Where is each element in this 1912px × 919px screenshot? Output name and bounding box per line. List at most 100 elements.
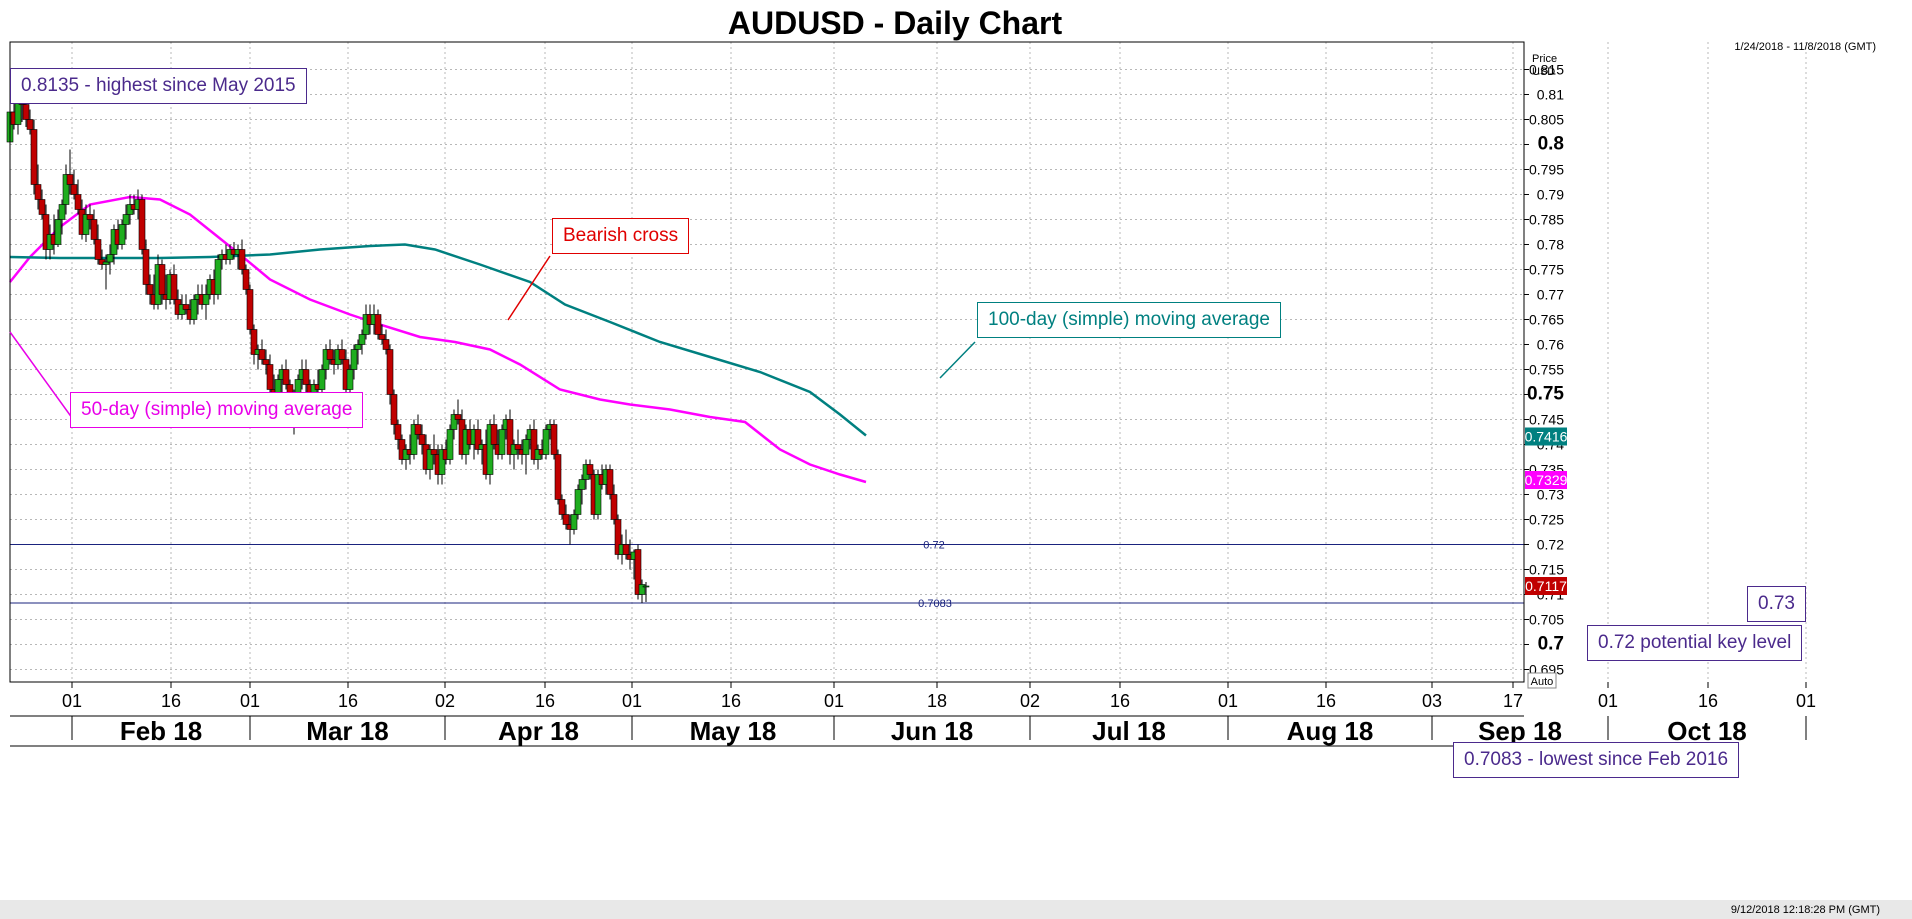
candle	[382, 329, 390, 355]
candle	[138, 194, 146, 255]
candle	[170, 264, 178, 305]
candle-body	[86, 214, 94, 220]
candle-body	[266, 364, 274, 390]
candle-body	[262, 359, 270, 365]
callout-leader	[939, 341, 976, 379]
candle	[610, 484, 618, 525]
candle-body	[506, 419, 514, 455]
candle-body	[182, 304, 190, 310]
y-tick-label: 0.805	[1529, 112, 1564, 128]
ma50-line	[9, 195, 867, 484]
plot-frame	[9, 41, 1525, 683]
candle	[378, 324, 386, 345]
candle-body	[454, 414, 462, 420]
candle-body	[214, 259, 222, 295]
candle-body	[326, 349, 334, 360]
candle-body	[354, 344, 362, 350]
annotation-ma100: 100-day (simple) moving average	[977, 302, 1281, 338]
y-tick-label: 0.715	[1529, 562, 1564, 578]
price-tag	[1525, 577, 1567, 595]
candle-body	[490, 424, 498, 445]
candle-body	[450, 414, 458, 430]
candle-body	[74, 194, 82, 210]
candle	[182, 294, 190, 315]
candle	[74, 179, 82, 215]
candle-body	[358, 334, 366, 345]
candle-body	[82, 214, 90, 235]
candle-body	[394, 424, 402, 440]
y-axis-title: USD	[1532, 66, 1555, 78]
candle	[282, 359, 290, 390]
footer-bar	[0, 900, 1912, 919]
x-tick-label: 01	[824, 691, 844, 711]
candle	[158, 259, 166, 305]
x-tick-label: 16	[161, 691, 181, 711]
candle	[190, 294, 198, 325]
candle	[642, 582, 650, 602]
candle	[558, 494, 566, 520]
month-label: Apr 18	[498, 716, 579, 746]
y-tick-label: 0.78	[1537, 237, 1564, 253]
candle-body	[638, 584, 646, 595]
candle-body	[146, 284, 154, 295]
candle	[262, 349, 270, 375]
candle	[554, 449, 562, 505]
candle-body	[554, 454, 562, 500]
candle	[66, 149, 74, 195]
candle-body	[142, 249, 150, 285]
candle	[514, 429, 522, 460]
candle-body	[414, 424, 422, 435]
candle	[302, 359, 310, 395]
candle-body	[614, 519, 622, 555]
candle-body	[418, 434, 426, 445]
candle-body	[390, 394, 398, 425]
candle-body	[318, 369, 326, 390]
candle	[354, 339, 362, 365]
footer-timestamp: 9/12/2018 12:18:28 PM (GMT)	[1731, 904, 1880, 916]
candle	[358, 329, 366, 355]
x-tick-label: 16	[721, 691, 741, 711]
candle-body	[378, 334, 386, 340]
y-tick-label: 0.765	[1529, 312, 1564, 328]
candle	[26, 109, 34, 135]
candle-body	[606, 469, 614, 495]
y-tick-label: 0.795	[1529, 162, 1564, 178]
x-tick-label: 02	[435, 691, 455, 711]
candle	[242, 264, 250, 295]
candle	[562, 504, 570, 530]
callout-leader	[507, 255, 551, 321]
candle-body	[26, 119, 34, 130]
x-tick-label: 16	[1316, 691, 1336, 711]
price-tag	[1525, 427, 1567, 446]
candle-body	[282, 369, 290, 385]
candle-body	[486, 424, 494, 475]
x-tick-label: 17	[1503, 691, 1523, 711]
annotation-bearish-cross: Bearish cross	[552, 218, 690, 254]
candle	[586, 459, 594, 480]
candle-body	[438, 449, 446, 475]
candle	[606, 464, 614, 500]
level-label: 0.72	[923, 540, 944, 552]
candle-body	[138, 199, 146, 250]
x-tick-label: 18	[927, 691, 947, 711]
candle	[474, 419, 482, 455]
candle-body	[38, 199, 46, 215]
candle	[238, 239, 246, 275]
month-label: Sep 18	[1478, 716, 1562, 746]
candle	[146, 274, 154, 305]
y-tick-label: 0.8	[1538, 134, 1564, 155]
candle	[522, 434, 530, 475]
candle-body	[242, 269, 250, 290]
candle	[90, 209, 98, 245]
candle	[454, 399, 462, 425]
y-tick-label: 0.745	[1529, 412, 1564, 428]
candle-body	[246, 289, 254, 330]
candle-body	[34, 184, 42, 200]
candle	[394, 419, 402, 450]
date-range: 1/24/2018 - 11/8/2018 (GMT)	[1734, 41, 1876, 53]
candle	[570, 509, 578, 535]
candle-body	[558, 499, 566, 515]
candle	[638, 579, 646, 603]
candle	[202, 284, 210, 320]
